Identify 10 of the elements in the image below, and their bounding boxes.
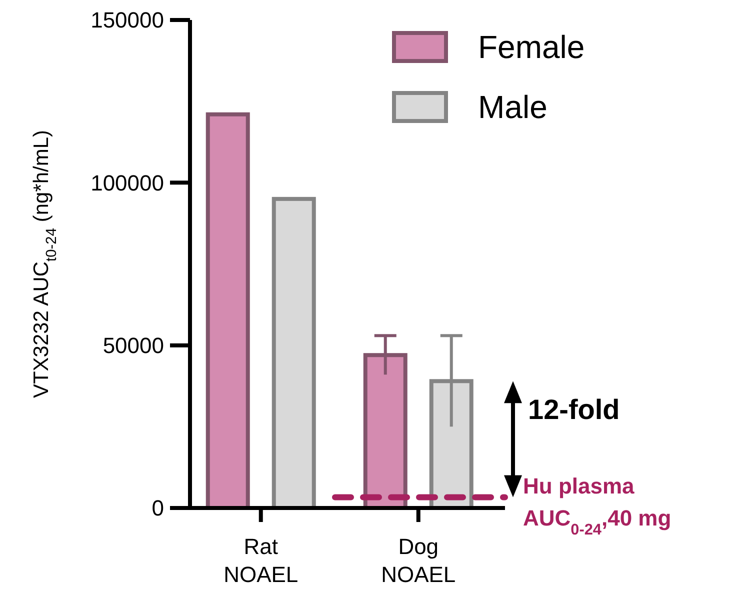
- y-tick-label: 50000: [102, 333, 164, 358]
- ref-line-label: Hu plasma AUC$_{0-24}$,40 mg: [523, 473, 672, 538]
- y-tick-label: 150000: [90, 8, 164, 33]
- text: 12-fold: [528, 394, 620, 426]
- x-tick-label: Dog NOAEL: [381, 534, 456, 587]
- x-tick-label: Rat NOAEL: [224, 534, 298, 587]
- y-tick-label: 0: [152, 496, 164, 521]
- legend-label: Female: [478, 29, 585, 66]
- legend-label: Male: [478, 89, 548, 126]
- y-tick-label: 100000: [90, 170, 164, 196]
